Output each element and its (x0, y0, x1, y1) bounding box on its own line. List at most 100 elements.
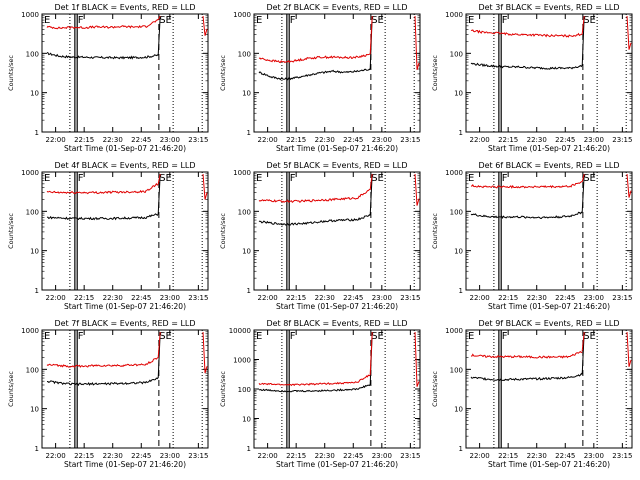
x-tick-label: 22:15 (498, 136, 518, 144)
region-label-f: F (78, 15, 84, 26)
y-tick-label: 10 (242, 416, 251, 424)
y-tick-label: 1 (459, 287, 463, 295)
y-tick-label: 100 (450, 208, 463, 216)
region-label-f: F (290, 173, 296, 184)
y-tick-label: 1 (247, 445, 251, 453)
region-label-f: F (78, 331, 84, 342)
chart-panel: Det 9f BLACK = Events, RED = LLD 1 10 100 10… (431, 319, 633, 469)
lld-rise-segment (369, 173, 373, 190)
x-tick-label: 23:15 (188, 136, 208, 144)
x-tick-label: 22:15 (74, 136, 94, 144)
x-tick-label: 22:00 (46, 452, 66, 460)
y-tick-label: 100 (450, 50, 463, 58)
region-label-se: SE (371, 173, 384, 184)
events-rise-segment (581, 173, 585, 213)
lld-series-line (470, 180, 583, 189)
events-series-line (470, 62, 583, 70)
chart-panel: Det 4f BLACK = Events, RED = LLD 1 10 100 10… (7, 161, 209, 311)
y-tick-label: 1 (35, 287, 39, 295)
plot-frame (253, 13, 421, 133)
y-tick-label: 10 (454, 406, 463, 414)
x-axis-label: Start Time (01-Sep-07 21:46:20) (488, 460, 610, 469)
y-tick-label: 100 (238, 386, 251, 394)
lld-series-line (258, 53, 371, 64)
x-tick-label: 22:00 (46, 136, 66, 144)
y-tick-label: 1 (459, 129, 463, 137)
y-tick-label: 10 (30, 248, 39, 256)
plot-frame (253, 329, 421, 449)
lld-rise-segment (581, 173, 585, 183)
x-tick-label: 23:00 (160, 136, 180, 144)
chart-panel: Det 2f BLACK = Events, RED = LLD 1 10 100 10… (219, 3, 421, 153)
y-axis-label: Counts/sec (431, 371, 439, 407)
region-label-e: E (44, 15, 50, 26)
x-tick-label: 23:15 (400, 136, 420, 144)
x-tick-label: 22:30 (315, 452, 335, 460)
y-tick-label: 1000 (445, 169, 463, 177)
events-series-line (46, 377, 159, 387)
y-tick-label: 1 (247, 129, 251, 137)
x-tick-label: 23:15 (188, 294, 208, 302)
chart-title: Det 5f BLACK = Events, RED = LLD (266, 161, 407, 170)
x-axis-label: Start Time (01-Sep-07 21:46:20) (488, 144, 610, 153)
y-tick-label: 1000 (445, 327, 463, 335)
region-label-f: F (78, 173, 84, 184)
events-rise-segment (157, 15, 161, 56)
chart-panel: Det 5f BLACK = Events, RED = LLD 1 10 100 10… (219, 161, 421, 311)
x-axis-label: Start Time (01-Sep-07 21:46:20) (64, 460, 186, 469)
chart-panel: Det 1f BLACK = Events, RED = LLD 1 10 100 10… (7, 3, 209, 153)
x-tick-label: 23:00 (160, 452, 180, 460)
y-axis-label: Counts/sec (219, 213, 227, 249)
events-rise-segment (581, 15, 585, 66)
x-axis-label: Start Time (01-Sep-07 21:46:20) (64, 144, 186, 153)
region-label-f: F (290, 331, 296, 342)
x-tick-label: 22:30 (103, 136, 123, 144)
plot-frame (41, 13, 209, 133)
lld-rise-segment (157, 173, 161, 184)
region-label-f: F (502, 15, 508, 26)
region-label-f: F (502, 173, 508, 184)
region-label-e: E (256, 173, 262, 184)
x-tick-label: 22:00 (258, 452, 278, 460)
x-tick-label: 23:00 (160, 294, 180, 302)
x-tick-label: 23:15 (400, 294, 420, 302)
region-label-e: E (256, 15, 262, 26)
lld-tail-segment (202, 331, 208, 374)
y-tick-label: 1000 (233, 169, 251, 177)
y-tick-label: 100 (450, 366, 463, 374)
region-label-se: SE (159, 173, 172, 184)
lld-rise-segment (369, 15, 373, 55)
lld-tail-segment (414, 15, 420, 71)
lld-tail-segment (626, 331, 632, 367)
region-label-se: SE (371, 15, 384, 26)
chart-panel: Det 7f BLACK = Events, RED = LLD 1 10 100 10… (7, 319, 209, 469)
region-label-f: F (502, 331, 508, 342)
chart-title: Det 3f BLACK = Events, RED = LLD (478, 3, 619, 12)
x-tick-label: 23:15 (612, 294, 632, 302)
y-tick-label: 1 (459, 445, 463, 453)
x-tick-label: 22:45 (343, 294, 363, 302)
y-axis-label: Counts/sec (7, 55, 15, 91)
lld-rise-segment (157, 15, 161, 21)
y-tick-label: 1000 (233, 357, 251, 365)
events-series-line (258, 68, 371, 81)
lld-series-line (46, 182, 159, 195)
lld-series-line (470, 350, 583, 359)
chart-title: Det 4f BLACK = Events, RED = LLD (54, 161, 195, 170)
x-tick-label: 23:15 (188, 452, 208, 460)
region-label-se: SE (583, 15, 596, 26)
y-tick-label: 1 (35, 445, 39, 453)
events-rise-segment (157, 173, 161, 215)
y-tick-label: 10 (242, 248, 251, 256)
x-tick-label: 22:15 (498, 452, 518, 460)
y-axis-label: Counts/sec (431, 213, 439, 249)
x-tick-label: 22:15 (74, 452, 94, 460)
x-tick-label: 22:30 (103, 294, 123, 302)
chart-title: Det 1f BLACK = Events, RED = LLD (54, 3, 195, 12)
x-axis-label: Start Time (01-Sep-07 21:46:20) (276, 302, 398, 311)
x-tick-label: 22:30 (527, 452, 547, 460)
y-tick-label: 10000 (229, 327, 251, 335)
x-tick-label: 22:45 (555, 294, 575, 302)
x-tick-label: 22:45 (131, 294, 151, 302)
